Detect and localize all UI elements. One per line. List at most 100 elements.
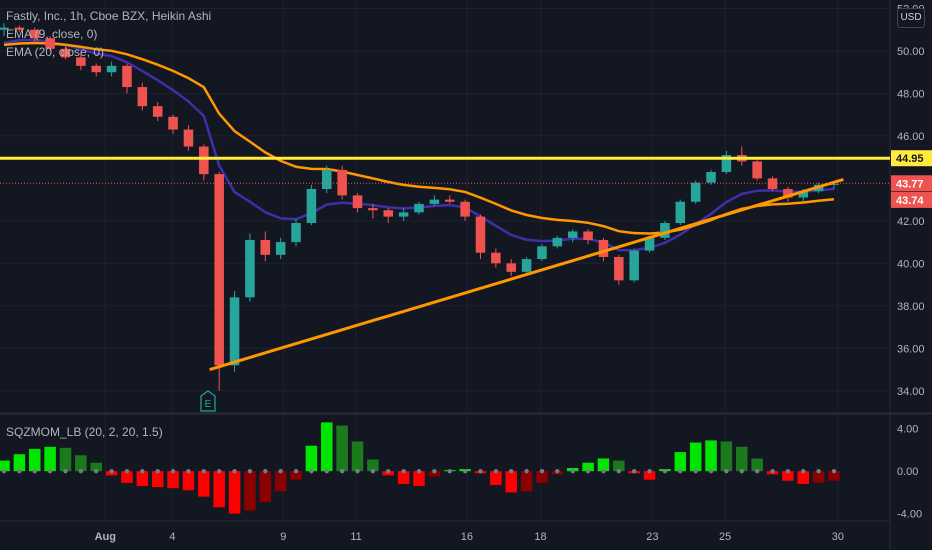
- squeeze-dot: [1, 468, 7, 474]
- momentum-bar: [597, 458, 610, 472]
- momentum-bar: [689, 442, 702, 472]
- squeeze-dot: [186, 468, 191, 474]
- momentum-bar: [413, 471, 425, 487]
- candle-body: [152, 106, 163, 117]
- candle-body: [260, 239, 271, 255]
- squeeze-dot: [63, 468, 68, 474]
- momentum-bar: [259, 471, 272, 502]
- momentum-histogram: [0, 422, 840, 514]
- momentum-bar: [367, 459, 379, 472]
- candle-body: [752, 161, 762, 179]
- price-tick-label: 42.00: [897, 216, 925, 228]
- candle: [368, 203, 378, 219]
- candle: [598, 237, 609, 262]
- candle: [168, 114, 178, 134]
- squeeze-dot: [309, 468, 314, 474]
- momentum-bar: [582, 462, 594, 472]
- squeeze-dot: [462, 468, 468, 474]
- candle: [122, 63, 132, 94]
- candle-body: [352, 195, 363, 209]
- indicator-title[interactable]: SQZMOM_LB (20, 2, 20, 1.5): [6, 425, 163, 439]
- candle-body: [414, 203, 424, 213]
- squeeze-dot: [78, 468, 84, 474]
- candle-body: [829, 183, 839, 185]
- squeeze-dot: [109, 468, 114, 474]
- squeeze-dot: [216, 468, 222, 474]
- time-tick-label: Aug: [95, 531, 116, 543]
- candle-body: [614, 256, 624, 281]
- candle: [690, 180, 701, 204]
- candle-body: [306, 189, 317, 223]
- squeeze-dot: [386, 468, 391, 474]
- candle: [306, 184, 317, 226]
- currency-button[interactable]: USD: [897, 8, 925, 28]
- momentum-bar: [736, 446, 748, 472]
- momentum-bar: [828, 471, 840, 481]
- squeeze-dot: [401, 468, 406, 474]
- candle: [460, 199, 470, 221]
- candle-body: [644, 237, 655, 251]
- squeeze-dot: [32, 468, 37, 474]
- momentum-bar: [720, 441, 733, 472]
- candle-body: [45, 38, 55, 49]
- candle: [245, 233, 255, 302]
- candle: [29, 27, 40, 43]
- ema-slow-label[interactable]: EMA (20, close, 0): [6, 45, 105, 59]
- candle: [337, 165, 347, 200]
- candle-body: [675, 201, 686, 223]
- candle: [0, 23, 9, 37]
- squeeze-dot: [355, 468, 360, 474]
- price-tick-label: 48.00: [897, 88, 925, 100]
- candle: [614, 254, 624, 285]
- price-tick-label: 40.00: [897, 258, 925, 270]
- squeeze-dot: [140, 468, 145, 474]
- candle: [76, 53, 86, 71]
- candle-body: [76, 57, 86, 66]
- price-axis[interactable]: 34.00 36.00 38.00 40.00 42.00 46.00 48.00 50.00…: [891, 3, 932, 521]
- squeeze-dot: [47, 468, 53, 474]
- momentum-bar: [182, 471, 195, 491]
- price-tick-label: 50.00: [897, 46, 925, 58]
- candle-body: [444, 199, 455, 202]
- momentum-bar: [351, 441, 364, 472]
- candle: [14, 25, 25, 32]
- candle-body: [537, 246, 547, 260]
- momentum-bar: [505, 471, 517, 493]
- candle: [752, 159, 762, 181]
- candle-body: [14, 27, 25, 30]
- squeeze-dot: [447, 468, 452, 474]
- momentum-bar: [13, 454, 26, 472]
- squeeze-dot: [416, 468, 422, 474]
- momentum-bar: [59, 447, 72, 472]
- squeeze-dot: [339, 468, 345, 474]
- drawn-lines[interactable]: [0, 156, 890, 371]
- candle-body: [506, 263, 516, 272]
- candle: [721, 150, 732, 175]
- squeeze-dot: [724, 468, 729, 474]
- candle-body: [322, 169, 332, 190]
- squeeze-dot: [170, 468, 176, 474]
- squeeze-dot: [155, 468, 160, 474]
- symbol-title[interactable]: Fastly, Inc., 1h, Cboe BZX, Heikin Ashi: [6, 9, 212, 23]
- price-tick-label: 36.00: [897, 343, 925, 355]
- squeeze-dot: [17, 468, 22, 474]
- level-price-tag-text: 44.95: [896, 153, 924, 165]
- candle: [137, 82, 148, 111]
- earnings-marker[interactable]: E: [200, 390, 216, 412]
- squeeze-dot: [708, 468, 714, 474]
- squeeze-dot: [601, 468, 606, 474]
- squeeze-dot: [785, 468, 791, 474]
- candle-body: [229, 297, 240, 366]
- candle-body: [275, 242, 286, 255]
- momentum-bar: [520, 471, 533, 492]
- squeeze-dot: [94, 468, 99, 474]
- ema-fast-label[interactable]: EMA (9, close, 0): [6, 27, 98, 41]
- squeeze-dot: [801, 468, 806, 474]
- candle-body: [398, 212, 409, 217]
- momentum-bar: [782, 471, 794, 481]
- candle-body: [721, 155, 732, 173]
- time-axis[interactable]: Aug 4 9 11 16 18 23 25 30: [95, 531, 844, 543]
- squeeze-dot: [232, 468, 237, 474]
